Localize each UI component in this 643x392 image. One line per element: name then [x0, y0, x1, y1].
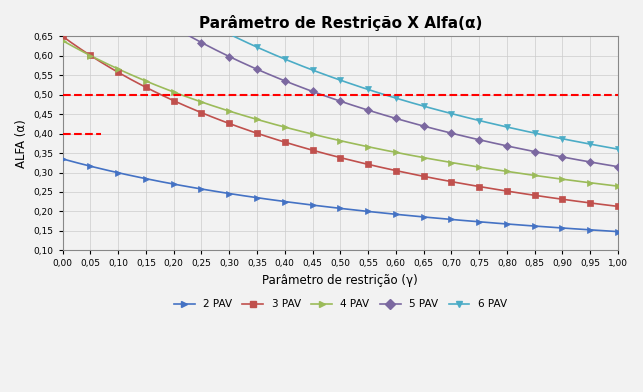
Legend: 2 PAV, 3 PAV, 4 PAV, 5 PAV, 6 PAV: 2 PAV, 3 PAV, 4 PAV, 5 PAV, 6 PAV — [170, 295, 511, 314]
X-axis label: Parâmetro de restrição (γ): Parâmetro de restrição (γ) — [262, 274, 418, 287]
Title: Parâmetro de Restrição X Alfa(α): Parâmetro de Restrição X Alfa(α) — [199, 15, 482, 31]
Y-axis label: ALFA (α): ALFA (α) — [15, 119, 28, 168]
